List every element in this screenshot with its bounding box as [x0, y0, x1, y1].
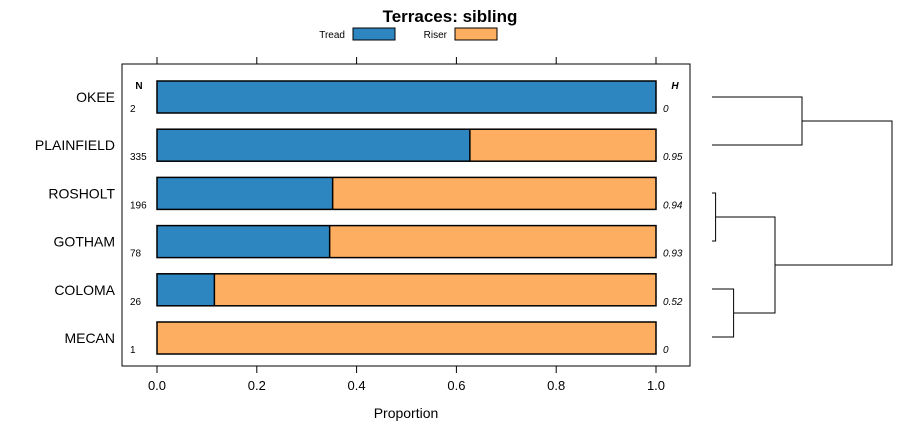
h-value: 0.52 — [663, 297, 683, 308]
bar-outline-plainfield — [156, 128, 657, 162]
n-value: 26 — [130, 297, 142, 308]
bar-riser-gotham — [329, 225, 656, 258]
category-label: GOTHAM — [54, 234, 115, 250]
h-value: 0 — [663, 345, 669, 356]
bar-outline-okee — [156, 80, 657, 114]
n-value: 196 — [130, 200, 147, 211]
dendrogram-branch — [715, 216, 776, 314]
top-ticks — [156, 57, 657, 64]
h-value: 0.93 — [663, 249, 683, 260]
bar-tread-rosholt — [157, 177, 333, 210]
dendrogram — [712, 96, 893, 338]
category-label: ROSHOLT — [48, 185, 115, 201]
n-value: 1 — [130, 345, 136, 356]
bar-riser-coloma — [214, 273, 656, 306]
h-header: H — [671, 81, 679, 92]
n-value: 335 — [130, 152, 147, 163]
category-labels: OKEE PLAINFIELD ROSHOLT GOTHAM COLOMA MECAN — [35, 89, 116, 346]
bar-tread-plainfield — [157, 129, 470, 162]
legend-swatch-tread — [352, 27, 396, 41]
x-tick-label: 0.8 — [547, 378, 565, 393]
n-values: 2 335 196 78 26 1 — [130, 104, 147, 356]
bar-outline-mecan — [156, 321, 657, 355]
category-label: OKEE — [76, 89, 115, 105]
bars — [156, 80, 657, 355]
bar-riser-rosholt — [332, 177, 656, 210]
x-tick-label: 0.4 — [348, 378, 366, 393]
legend-swatch-riser — [454, 27, 498, 41]
n-value: 2 — [130, 104, 136, 115]
dendrogram-branch — [712, 288, 735, 338]
h-value: 0.94 — [663, 200, 683, 211]
x-axis: 0.0 0.2 0.4 0.6 0.8 1.0 — [148, 366, 665, 393]
n-header: N — [135, 81, 142, 92]
bar-outline-coloma — [156, 273, 657, 307]
bar-tread-gotham — [157, 225, 330, 258]
x-tick-label: 1.0 — [647, 378, 665, 393]
x-tick-label: 0.2 — [248, 378, 266, 393]
legend: Tread Riser — [319, 27, 498, 41]
dendrogram-branch — [775, 120, 893, 266]
h-value: 0 — [663, 104, 669, 115]
legend-label-riser: Riser — [424, 30, 448, 41]
h-value: 0.95 — [663, 152, 683, 163]
bar-riser-mecan — [157, 322, 656, 354]
chart-title: Terraces: sibling — [383, 7, 518, 26]
dendrogram-branch — [712, 96, 803, 146]
plot-frame — [121, 63, 691, 367]
bar-tread-coloma — [157, 273, 215, 306]
x-axis-title: Proportion — [374, 405, 439, 421]
dendrogram-branch — [712, 192, 717, 242]
bar-riser-plainfield — [469, 129, 656, 162]
category-label: PLAINFIELD — [35, 137, 115, 153]
bar-outline-rosholt — [156, 176, 657, 211]
legend-label-tread: Tread — [319, 30, 345, 41]
bar-outline-gotham — [156, 224, 657, 259]
n-value: 78 — [130, 249, 142, 260]
x-tick-label: 0.6 — [447, 378, 465, 393]
bar-tread-okee — [157, 81, 656, 113]
category-label: COLOMA — [54, 282, 115, 298]
category-label: MECAN — [64, 330, 115, 346]
x-tick-label: 0.0 — [148, 378, 166, 393]
h-values: 0 0.95 0.94 0.93 0.52 0 — [663, 104, 683, 356]
